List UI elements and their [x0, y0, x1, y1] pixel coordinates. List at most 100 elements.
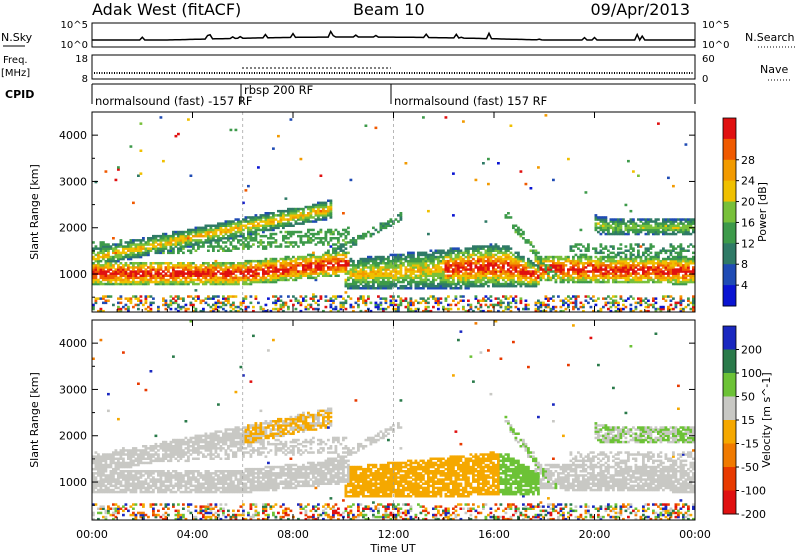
heatmap-cell [104, 262, 108, 265]
heatmap-cell [294, 276, 298, 280]
heatmap-cell [124, 297, 128, 300]
heatmap-cell [432, 264, 435, 267]
heatmap-cell [652, 232, 655, 236]
heatmap-cell [667, 257, 670, 261]
heatmap-cell [309, 266, 313, 269]
heatmap-cell [192, 309, 195, 313]
heatmap-cell [292, 232, 295, 236]
heatmap-cell [182, 299, 185, 302]
heatmap-cell [509, 247, 513, 250]
heatmap-cell [527, 264, 530, 267]
heatmap-cell [437, 274, 440, 277]
heatmap-cell [532, 262, 535, 265]
heatmap-cell [277, 259, 280, 263]
heatmap-cell [354, 301, 358, 305]
heatmap-cell [289, 268, 293, 271]
heatmap-cell [522, 266, 525, 269]
heatmap-cell [197, 230, 200, 234]
heatmap-cell [282, 270, 285, 273]
heatmap-cell [377, 282, 380, 286]
heatmap-cell [234, 128, 238, 132]
heatmap-cell [242, 272, 245, 275]
heatmap-cell [619, 220, 623, 223]
heatmap-cell [347, 264, 350, 267]
heatmap-cell [224, 228, 228, 232]
heatmap-cell [269, 234, 273, 238]
heatmap-cell [349, 259, 353, 263]
heatmap-cell [302, 255, 305, 259]
heatmap-cell [692, 255, 695, 259]
heatmap-cell [362, 297, 365, 300]
heatmap-cell [657, 268, 660, 271]
heatmap-cell [392, 253, 395, 257]
heatmap-cell [204, 239, 208, 242]
heatmap-cell [512, 278, 515, 282]
heatmap-cell [319, 268, 323, 271]
heatmap-cell [149, 309, 153, 313]
heatmap-cell [564, 274, 568, 277]
heatmap-cell [147, 278, 150, 282]
heatmap-cell [379, 284, 383, 288]
heatmap-cell [409, 257, 413, 261]
heatmap-cell [289, 272, 293, 275]
heatmap-cell [394, 264, 398, 267]
heatmap-cell [509, 278, 513, 282]
heatmap-cell [107, 243, 110, 246]
heatmap-cell [104, 245, 108, 248]
heatmap-cell [567, 259, 570, 263]
heatmap-cell [357, 280, 360, 284]
heatmap-cell [612, 247, 615, 250]
heatmap-cell [367, 282, 370, 286]
heatmap-cell [559, 278, 563, 282]
heatmap-cell [482, 257, 485, 261]
heatmap-cell [647, 232, 650, 236]
heatmap-cell [462, 307, 465, 311]
heatmap-cell [214, 234, 218, 238]
heatmap-cell [117, 264, 120, 267]
heatmap-cell [394, 307, 398, 311]
heatmap-cell [144, 241, 148, 244]
heatmap-cell [687, 262, 690, 265]
heatmap-cell [519, 255, 523, 259]
heatmap-cell [182, 234, 185, 238]
heatmap-cell [649, 272, 653, 275]
heatmap-cell [544, 268, 548, 271]
heatmap-cell [592, 268, 595, 271]
heatmap-cell [504, 282, 508, 286]
heatmap-cell [392, 270, 395, 273]
heatmap-cell [642, 259, 645, 263]
heatmap-cell [672, 224, 675, 227]
heatmap-cell [347, 278, 350, 282]
heatmap-cell [309, 272, 313, 275]
heatmap-cell [264, 245, 268, 248]
heatmap-cell [642, 272, 645, 275]
heatmap-cell [599, 218, 603, 221]
heatmap-cell [672, 257, 675, 261]
heatmap-cell [339, 264, 343, 267]
heatmap-cell [369, 301, 373, 305]
heatmap-cell [132, 255, 135, 259]
heatmap-cell [254, 226, 258, 230]
heatmap-cell [212, 268, 215, 271]
heatmap-cell [287, 307, 290, 311]
heatmap-cell [614, 309, 618, 313]
heatmap-cell [169, 237, 173, 240]
heatmap-cell [232, 234, 235, 238]
heatmap-cell [617, 224, 620, 227]
freq-tick-top: 18 [75, 54, 88, 65]
heatmap-cell [524, 274, 528, 277]
heatmap-cell [602, 222, 605, 225]
heatmap-cell [602, 297, 605, 300]
heatmap-cell [549, 268, 553, 271]
heatmap-cell [632, 253, 635, 257]
heatmap-cell [599, 272, 603, 275]
heatmap-cell [362, 274, 365, 277]
heatmap-cell [487, 255, 490, 259]
heatmap-cell [582, 305, 585, 309]
heatmap-cell [682, 309, 685, 313]
heatmap-cell [284, 218, 288, 221]
heatmap-cell [379, 282, 383, 286]
heatmap-cell [559, 276, 563, 280]
heatmap-cell [487, 266, 490, 269]
heatmap-cell [352, 282, 355, 286]
